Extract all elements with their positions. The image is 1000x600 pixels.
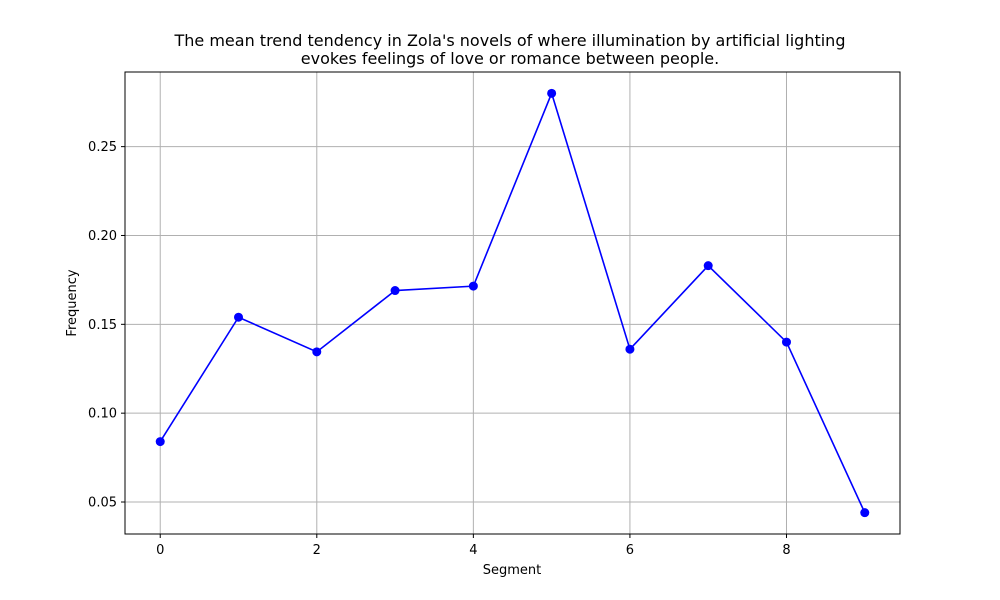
data-point (390, 286, 400, 296)
data-point (468, 281, 478, 291)
y-tick-label: 0.05 (88, 496, 117, 511)
data-point (703, 261, 713, 271)
x-tick-label: 0 (156, 543, 164, 558)
data-point (234, 312, 244, 322)
x-tick-label: 8 (782, 543, 790, 558)
data-point (155, 437, 165, 447)
data-point (781, 337, 791, 347)
series-line (159, 90, 866, 514)
y-tick-label: 0.10 (88, 407, 117, 422)
y-tick-label: 0.20 (88, 229, 117, 244)
x-tick-label: 6 (626, 543, 634, 558)
data-point (860, 508, 870, 518)
data-point (312, 347, 322, 357)
x-tick-label: 4 (469, 543, 477, 558)
axis-ticks: 0 2 4 6 8 0.05 0.10 0.15 0.20 0.25 (88, 140, 791, 558)
y-tick-label: 0.15 (88, 318, 117, 333)
x-axis-label: Segment (483, 563, 542, 578)
plot-frame (124, 71, 901, 535)
x-tick-label: 2 (313, 543, 321, 558)
chart-title-line-1: The mean trend tendency in Zola's novels… (174, 31, 846, 50)
data-point (625, 344, 635, 354)
y-tick-label: 0.25 (88, 140, 117, 155)
y-axis-label: Frequency (65, 269, 80, 336)
series (155, 88, 870, 518)
data-point (547, 88, 557, 98)
grid (125, 72, 900, 534)
chart-title-line-2: evokes feelings of love or romance betwe… (301, 49, 719, 68)
